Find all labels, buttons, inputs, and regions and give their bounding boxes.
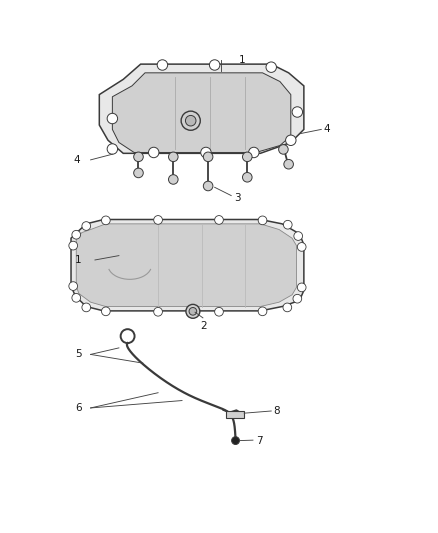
Text: 4: 4 <box>73 155 80 165</box>
Circle shape <box>107 144 117 154</box>
Circle shape <box>209 60 220 70</box>
Circle shape <box>72 230 81 239</box>
Circle shape <box>185 116 196 126</box>
Circle shape <box>292 107 303 117</box>
Circle shape <box>297 243 306 251</box>
Circle shape <box>107 114 117 124</box>
Text: 3: 3 <box>234 193 241 203</box>
Circle shape <box>258 216 267 225</box>
Text: 8: 8 <box>273 406 280 416</box>
Circle shape <box>203 181 213 191</box>
Circle shape <box>82 303 91 312</box>
Circle shape <box>102 307 110 316</box>
Circle shape <box>201 147 211 158</box>
Circle shape <box>69 241 78 250</box>
Circle shape <box>134 168 143 177</box>
Circle shape <box>284 159 293 169</box>
Circle shape <box>154 308 162 316</box>
Circle shape <box>279 144 288 154</box>
Circle shape <box>297 283 306 292</box>
Circle shape <box>169 175 178 184</box>
Circle shape <box>293 294 302 303</box>
Circle shape <box>189 308 197 315</box>
Text: 2: 2 <box>201 321 207 331</box>
Circle shape <box>148 147 159 158</box>
Circle shape <box>283 303 292 312</box>
Circle shape <box>266 62 276 72</box>
Circle shape <box>72 294 81 302</box>
Polygon shape <box>71 220 304 311</box>
Circle shape <box>249 147 259 158</box>
Polygon shape <box>76 224 297 306</box>
Text: 1: 1 <box>239 55 245 65</box>
Circle shape <box>134 152 143 161</box>
Circle shape <box>203 152 213 161</box>
Text: 7: 7 <box>256 437 263 447</box>
Circle shape <box>102 216 110 225</box>
Circle shape <box>157 60 168 70</box>
Circle shape <box>258 307 267 316</box>
Circle shape <box>69 282 78 290</box>
Text: 5: 5 <box>75 350 82 359</box>
Circle shape <box>294 232 303 240</box>
Circle shape <box>215 308 223 316</box>
Circle shape <box>154 215 162 224</box>
Circle shape <box>286 135 296 146</box>
Circle shape <box>181 111 200 130</box>
Bar <box>226 410 244 417</box>
Circle shape <box>243 152 252 161</box>
Circle shape <box>186 304 200 318</box>
Circle shape <box>169 152 178 161</box>
Circle shape <box>232 437 240 445</box>
Circle shape <box>243 173 252 182</box>
Text: 1: 1 <box>75 255 82 265</box>
Text: 4: 4 <box>323 124 330 134</box>
Text: 6: 6 <box>75 403 82 413</box>
Circle shape <box>215 215 223 224</box>
Polygon shape <box>113 73 291 152</box>
Circle shape <box>283 220 292 229</box>
Polygon shape <box>99 64 304 154</box>
Circle shape <box>82 222 91 230</box>
